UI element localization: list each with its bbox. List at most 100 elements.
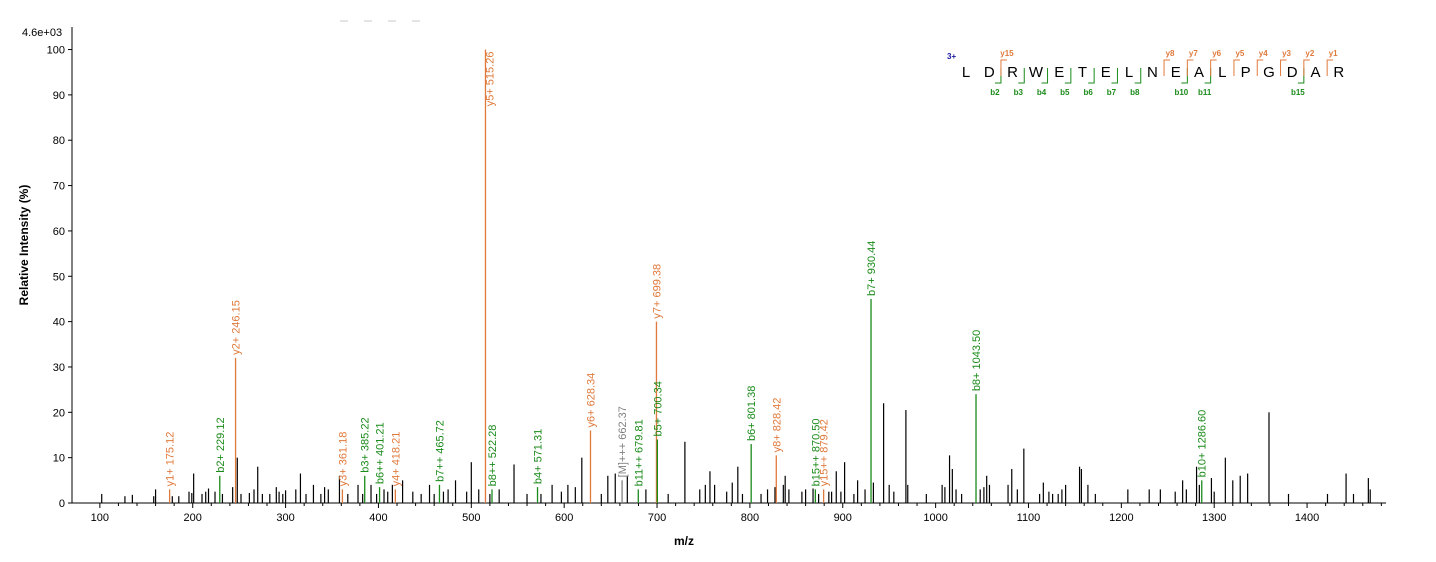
peak-label: b7+ 930.44	[866, 241, 878, 296]
y-tick-label: 60	[53, 226, 65, 238]
sequence-residue: R	[1333, 64, 1344, 81]
peak-label: b6+ 801.38	[746, 386, 758, 441]
y-ion-label: y5	[1235, 49, 1244, 58]
peak-label: y2+ 246.15	[231, 300, 243, 355]
sequence-residue: G	[1263, 64, 1275, 81]
y-ion-bracket	[1186, 59, 1194, 76]
b-ion-label: b5	[1060, 88, 1070, 97]
y-tick-label: 40	[53, 317, 65, 329]
peak-label: y7+ 699.38	[651, 264, 663, 319]
y-tick-label: 50	[53, 271, 65, 283]
y-ion-label: y3	[1282, 49, 1291, 58]
peak-label: y8+ 828.42	[771, 398, 783, 453]
b-ion-label: b3	[1014, 88, 1024, 97]
sequence-residue: L	[962, 64, 970, 81]
b-ion-bracket	[1088, 68, 1095, 84]
sequence-residue: E	[1054, 64, 1064, 81]
x-tick-label: 1300	[1202, 512, 1226, 524]
y-ion-bracket	[1303, 59, 1310, 76]
x-tick-label: 1100	[1017, 512, 1041, 524]
peak-label: b2+ 229.12	[215, 417, 227, 472]
sequence-residue: A	[1310, 64, 1320, 81]
y-ion-label: y15	[1000, 49, 1014, 58]
b-ion-bracket	[1064, 68, 1072, 84]
max-intensity-label: 4.6e+03	[22, 27, 62, 39]
sequence-residue: P	[1241, 64, 1251, 81]
x-tick-label: 300	[276, 512, 294, 524]
b-ion-bracket	[994, 68, 1002, 84]
y-ion-label: y7	[1189, 49, 1198, 58]
x-tick-label: 800	[741, 512, 759, 524]
y-ion-label: y6	[1212, 49, 1221, 58]
peak-label: b8++ 522.28	[487, 425, 499, 487]
y-tick-label: 90	[53, 90, 65, 102]
x-tick-label: 1200	[1109, 512, 1133, 524]
y-tick-label: 100	[47, 45, 65, 57]
b-ion-label: b10	[1174, 88, 1188, 97]
x-tick-label: 500	[462, 512, 480, 524]
sequence-residue: E	[1171, 64, 1181, 81]
b-ion-bracket	[1111, 68, 1118, 84]
peak-label: b4+ 571.31	[533, 429, 545, 484]
peak-label: y4+ 418.21	[390, 432, 402, 487]
peak-label: b7++ 465.72	[434, 420, 446, 482]
peak-label: y15++ 879.42	[819, 419, 831, 486]
peak-label: b6++ 401.21	[375, 422, 387, 484]
b-ion-bracket	[1181, 68, 1188, 84]
b-ion-label: b2	[990, 88, 1000, 97]
sequence-residue: D	[984, 64, 995, 81]
peak-label: b3+ 385.22	[360, 417, 372, 472]
sequence-residue: N	[1147, 64, 1158, 81]
x-tick-label: 200	[184, 512, 202, 524]
sequence-residue: W	[1029, 64, 1044, 81]
b-ion-bracket	[1297, 68, 1305, 84]
y-ion-bracket	[1326, 59, 1334, 76]
y-tick-label: 30	[53, 362, 65, 374]
peak-label: y1+ 175.12	[165, 432, 177, 487]
sequence-residue: D	[1287, 64, 1298, 81]
y-ion-bracket	[1233, 59, 1240, 76]
b-ion-bracket	[1018, 68, 1025, 84]
b-ion-bracket	[1204, 68, 1212, 84]
sequence-coverage-map: 3+L D R W E T E L N E A L P G D A Rb2 b3 b4 b5 b6 b7 b8 b10 b11 b…	[947, 49, 1344, 97]
y-tick-label: 70	[53, 181, 65, 193]
peak-label: y3+ 361.18	[337, 432, 349, 487]
plot-frame	[71, 20, 1386, 504]
b-ion-label: b11	[1198, 88, 1212, 97]
b-ion-label: b15	[1291, 88, 1305, 97]
peak-annotations: y1+ 175.12 b2+ 229.12 y2+ 246.15 y3+ 361.18…	[165, 52, 1209, 487]
b-ion-label: b4	[1037, 88, 1047, 97]
sequence-residue: A	[1194, 64, 1204, 81]
peak-label: b15++ 870.50	[810, 418, 822, 486]
y-ion-bracket	[1210, 59, 1217, 76]
sequence-residue: R	[1007, 64, 1018, 81]
y-ion-bracket	[1256, 59, 1264, 76]
peak-label: [M]+++ 662.37	[617, 406, 629, 477]
x-tick-label: 1000	[923, 512, 947, 524]
b-ion-label: b8	[1130, 88, 1140, 97]
peak-label: b5+ 700.34	[652, 381, 664, 436]
x-tick-label: 900	[834, 512, 852, 524]
y-axis: 0 10 20 30 40 50 60 70 80 90 100	[47, 45, 72, 510]
x-tick-label: 100	[91, 512, 109, 524]
peak-label: b11++ 679.81	[633, 419, 645, 486]
peak-label: b10+ 1286.60	[1197, 410, 1209, 478]
sequence-residue: L	[1125, 64, 1133, 81]
y-ion-label: y2	[1305, 49, 1314, 58]
y-ion-label: y4	[1259, 49, 1268, 58]
b-ion-label: b6	[1083, 88, 1093, 97]
x-tick-label: 400	[369, 512, 387, 524]
charge-state-label: 3+	[947, 52, 956, 61]
sequence-residue: T	[1078, 64, 1087, 81]
sequence-residue: E	[1101, 64, 1111, 81]
x-tick-label: 1400	[1295, 512, 1319, 524]
y-ion-bracket	[1000, 59, 1007, 76]
y-tick-label: 20	[53, 407, 65, 419]
y-axis-title: Relative Intensity (%)	[17, 185, 31, 306]
y-ion-label: y8	[1166, 49, 1175, 58]
peak-series	[101, 49, 1371, 503]
x-axis: 100 200 300 400 500 600 700 800 900 1000 1100 1200 1…	[91, 503, 1382, 524]
b-ion-label: b7	[1107, 88, 1117, 97]
peak-label: b8+ 1043.50	[971, 330, 983, 391]
b-ion-bracket	[1041, 68, 1049, 84]
